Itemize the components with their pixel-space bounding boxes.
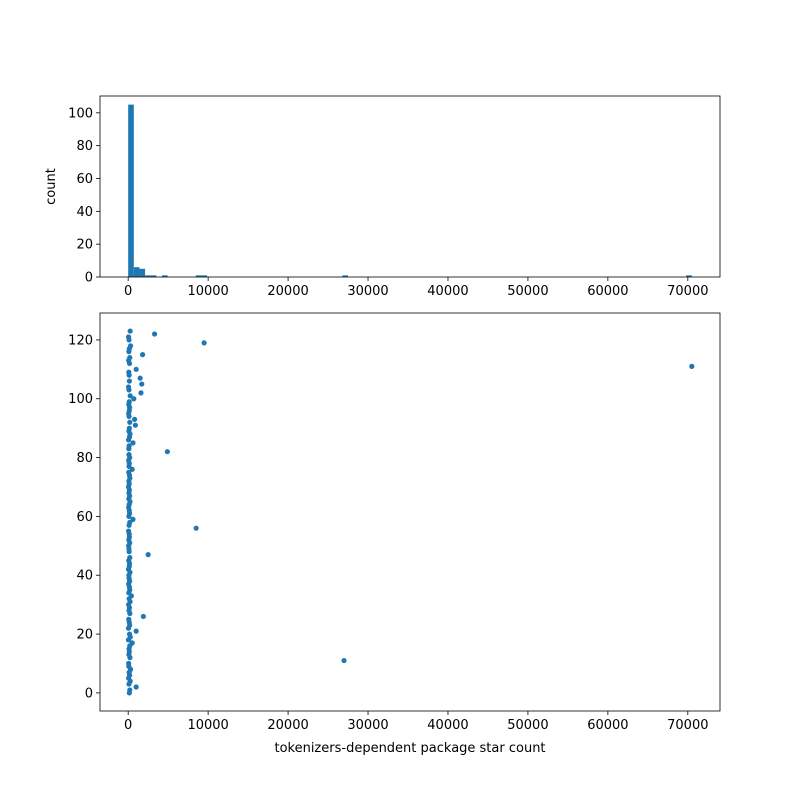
point [125,528,132,534]
point [130,516,136,522]
point [127,419,133,425]
x-tick-label: 50000 [507,284,548,299]
point [126,452,132,458]
point [127,687,133,693]
bar [162,275,168,277]
point [126,660,132,667]
bar [133,267,140,277]
y-tick-label: 60 [76,510,93,525]
y-tick-label: 80 [76,139,93,154]
point [126,443,132,449]
bar [139,268,146,277]
bar [195,275,202,277]
axes-frame [99,312,721,712]
y-tick-label: 100 [68,392,93,407]
y-tick-label: 20 [76,238,93,253]
x-tick-label: 70000 [667,718,708,733]
bar [128,104,134,277]
point [341,657,347,664]
point [126,425,132,431]
point [133,366,139,372]
bar [150,275,157,277]
y-tick-label: 100 [68,106,93,121]
point [137,375,143,381]
bar [686,275,692,277]
y-axis-label: count [44,168,59,205]
y-tick-label: 80 [76,451,93,466]
x-tick-label: 20000 [267,718,308,733]
point [139,352,146,358]
point [145,552,151,558]
point [132,422,138,428]
point [127,343,134,349]
point [127,354,133,361]
point [139,381,145,387]
y-tick-label: 120 [68,333,93,348]
x-tick-label: 40000 [427,718,468,733]
y-tick-label: 60 [76,172,93,187]
point [133,684,139,690]
point [151,331,158,337]
x-tick-label: 0 [124,284,132,299]
axes-frame [99,95,721,278]
point [127,393,133,399]
point [131,416,138,422]
point [125,384,132,390]
point [127,554,133,561]
x-tick-label: 30000 [347,718,388,733]
point [126,378,132,384]
x-tick-label: 30000 [347,284,388,299]
y-tick-label: 0 [85,686,93,701]
x-axis-label: tokenizers-dependent package star count [274,741,545,756]
x-tick-label: 50000 [507,718,548,733]
x-tick-label: 60000 [587,718,628,733]
point [133,628,139,634]
point [127,328,133,334]
point [126,616,132,622]
x-tick-label: 60000 [587,284,628,299]
bar [201,275,208,277]
y-tick-label: 20 [76,628,93,643]
point [126,399,132,405]
point [126,631,133,637]
point [125,334,132,340]
point [164,449,170,455]
point [689,363,695,369]
bar [145,275,151,277]
point [130,440,136,446]
x-tick-label: 10000 [187,718,228,733]
y-tick-label: 40 [76,205,93,220]
x-tick-label: 40000 [427,284,468,299]
point [126,369,132,375]
point [138,390,144,396]
x-tick-label: 20000 [267,284,308,299]
point [140,613,146,620]
point [129,640,135,646]
point [201,340,207,346]
x-tick-label: 70000 [667,284,708,299]
y-tick-label: 0 [85,271,93,286]
point [131,396,137,402]
x-tick-label: 10000 [187,284,228,299]
point [193,525,199,531]
x-tick-label: 0 [124,718,132,733]
bar [342,275,348,277]
y-tick-label: 40 [76,569,93,584]
point [126,469,132,475]
